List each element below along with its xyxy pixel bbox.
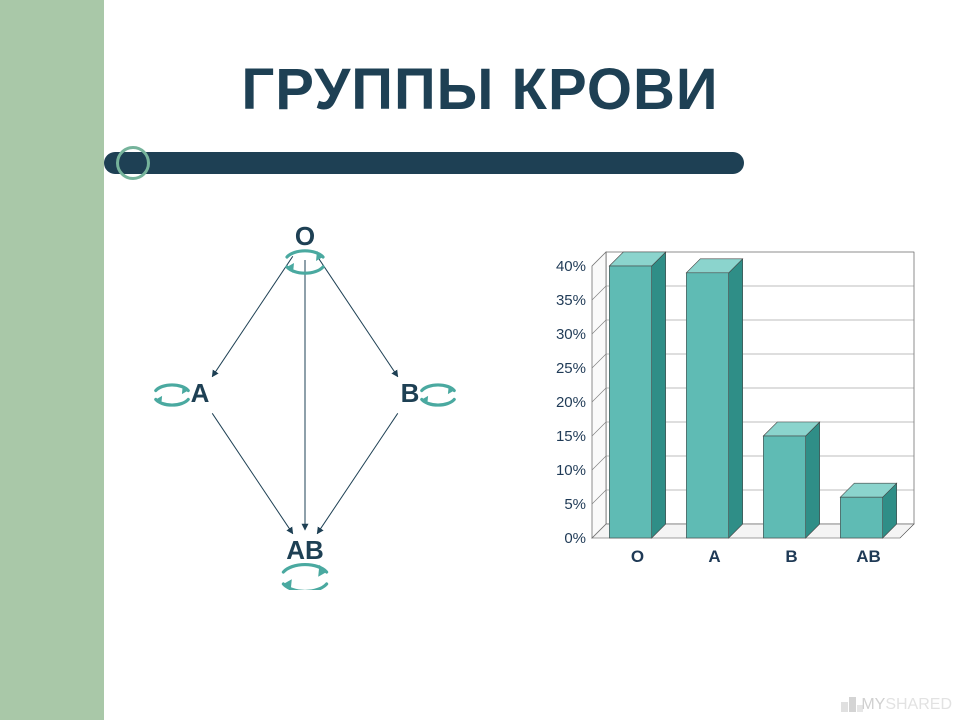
chart-x-label: A: [708, 547, 720, 566]
bullet-dot: [116, 146, 150, 180]
chart-bar: [609, 266, 651, 538]
watermark-shared: SHARED: [885, 696, 952, 713]
chart-x-label: AB: [856, 547, 881, 566]
diagram-edge: [317, 413, 398, 533]
self-loop-arrows: [422, 385, 454, 405]
diagram-edge: [212, 256, 293, 376]
chart-bar: [763, 436, 805, 538]
diagram-node-label: В: [401, 378, 420, 408]
blood-type-compatibility-diagram: ОАВАВ: [130, 210, 480, 590]
title-underline-bar: [104, 152, 744, 174]
diagram-node-label: АВ: [286, 535, 324, 565]
chart-y-tick: 35%: [556, 292, 586, 309]
chart-y-tick: 25%: [556, 360, 586, 377]
chart-y-tick: 15%: [556, 428, 586, 445]
chart-bar: [840, 497, 882, 538]
chart-y-tick: 10%: [556, 462, 586, 479]
chart-y-tick: 20%: [556, 394, 586, 411]
chart-y-tick: 5%: [564, 496, 586, 513]
blood-type-distribution-bar-chart: 0%5%10%15%20%25%30%35%40%OABAB: [540, 240, 920, 570]
chart-y-tick: 30%: [556, 326, 586, 343]
chart-x-label: B: [785, 547, 797, 566]
self-loop-arrows: [156, 385, 188, 405]
watermark-text: MYSHARED: [861, 696, 952, 714]
self-loop-arrows: [283, 565, 326, 590]
chart-y-tick: 40%: [556, 258, 586, 275]
presentation-slide: ГРУППЫ КРОВИ ОАВАВ 0%5%10%15%20%25%30%35…: [0, 0, 960, 720]
watermark-my: MY: [861, 696, 885, 713]
chart-x-label: O: [631, 547, 644, 566]
diagram-node-label: А: [191, 378, 210, 408]
diagram-edge: [317, 256, 398, 376]
chart-y-tick: 0%: [564, 530, 586, 547]
chart-bar: [686, 273, 728, 538]
diagram-edge: [212, 413, 293, 533]
diagram-node-label: О: [295, 221, 315, 251]
slide-title: ГРУППЫ КРОВИ: [0, 56, 960, 123]
